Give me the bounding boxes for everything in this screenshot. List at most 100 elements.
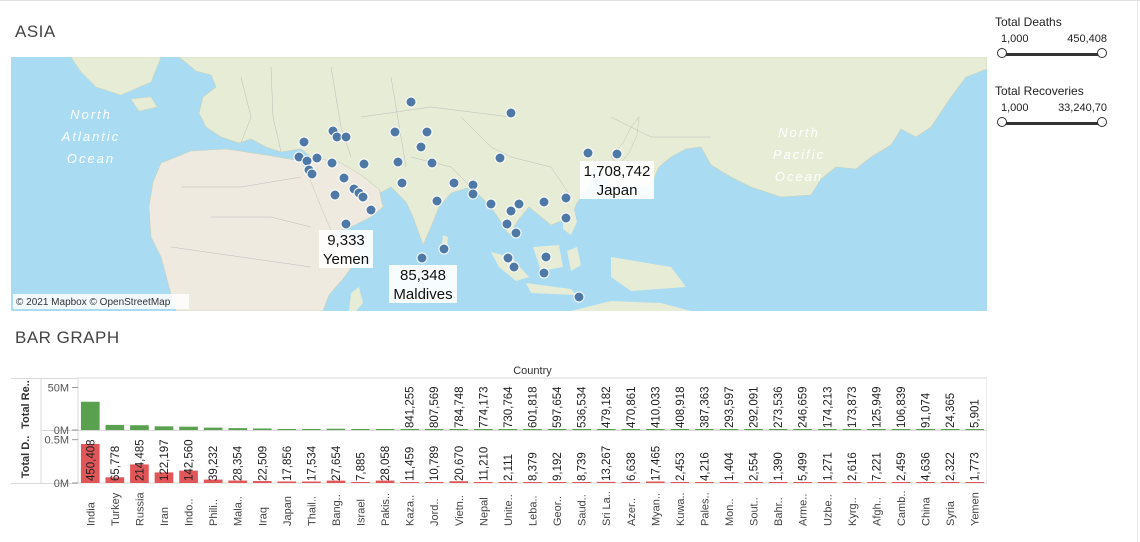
value-label-deaths-28: 1,390: [773, 452, 785, 481]
value-label-recoveries-17: 730,764: [503, 386, 515, 428]
filter-recoveries-track: [1002, 122, 1104, 125]
value-label-deaths-34: 4,636: [921, 452, 933, 481]
ocean-label-atlantic-3: Ocean: [67, 151, 115, 166]
bar-deaths-21: [596, 481, 616, 483]
bar-deaths-10: [326, 480, 346, 483]
value-label-recoveries-27: 292,091: [749, 386, 761, 428]
value-label-recoveries-14: 807,569: [429, 386, 441, 428]
ocean-label-pacific-3: Ocean: [775, 169, 823, 184]
filter-total-recoveries[interactable]: Total Recoveries 1,000 33,240,70: [995, 84, 1135, 130]
value-label-recoveries-23: 410,033: [650, 386, 662, 428]
category-label-34: China: [921, 496, 933, 526]
category-label-35: Syria: [945, 500, 957, 526]
bar-recoveries-12: [375, 429, 395, 430]
value-label-deaths-3: 122,197: [159, 439, 171, 481]
bar-deaths-5: [203, 479, 223, 483]
value-label-recoveries-28: 273,536: [773, 386, 785, 428]
map-attribution[interactable]: © 2021 Mapbox © OpenStreetMap: [16, 297, 171, 308]
category-label-19: Geor..: [552, 496, 564, 526]
bar-recoveries-2: [130, 425, 149, 430]
category-label-18: Leba..: [528, 495, 540, 526]
value-label-deaths-19: 9,192: [552, 452, 564, 481]
asia-map[interactable]: North Atlantic Ocean North Pacific Ocean: [11, 57, 987, 311]
bar-deaths-16: [474, 482, 493, 483]
bar-deaths-4: [179, 470, 198, 483]
category-label-20: Saud..: [577, 494, 589, 526]
filter-recoveries-min: 1,000: [1001, 102, 1029, 114]
category-label-28: Bahr..: [773, 497, 785, 526]
category-label-6: Mala..: [233, 496, 245, 526]
bar-recoveries-9: [302, 429, 321, 430]
bar-deaths-0: [80, 443, 100, 483]
value-label-recoveries-19: 597,654: [552, 386, 564, 428]
value-label-deaths-30: 1,271: [822, 452, 834, 481]
map-title: ASIA: [15, 22, 56, 41]
bar-deaths-22: [621, 482, 641, 483]
filter-deaths-min-handle[interactable]: [997, 48, 1007, 58]
axis-tick-0-1: 0M: [54, 425, 69, 437]
filter-recoveries-max-handle[interactable]: [1097, 117, 1107, 127]
category-label-22: Azer..: [626, 498, 638, 526]
bar-recoveries-26: [719, 429, 739, 430]
bar-deaths-35: [940, 482, 960, 483]
value-label-deaths-0: 450,408: [85, 439, 97, 481]
ocean-label-atlantic-1: North: [70, 107, 112, 122]
value-label-deaths-15: 20,670: [454, 446, 466, 481]
filter-recoveries-min-handle[interactable]: [997, 117, 1007, 127]
filter-deaths-max-handle[interactable]: [1097, 48, 1107, 58]
value-label-recoveries-29: 246,659: [798, 386, 810, 428]
value-label-recoveries-20: 536,534: [577, 386, 589, 428]
callout-yemen-value: 9,333: [327, 232, 365, 249]
bar-deaths-15: [449, 481, 469, 483]
bar-recoveries-27: [744, 429, 763, 430]
bar-deaths-13: [400, 482, 419, 483]
value-label-deaths-16: 11,210: [478, 447, 490, 481]
bar-graph[interactable]: Country Total Re.. 50M 0M 841,255 807,569 784,…: [11, 360, 987, 530]
bar-recoveries-16: [474, 429, 493, 430]
bar-deaths-33: [891, 482, 911, 483]
bar-recoveries-22: [621, 429, 641, 430]
category-label-30: Uzbe..: [822, 494, 834, 526]
bar-deaths-9: [302, 481, 321, 483]
category-label-26: Mon..: [724, 498, 736, 526]
bar-deaths-20: [572, 482, 591, 483]
callout-yemen-country: Yemen: [323, 251, 369, 268]
bar-deaths-30: [817, 482, 837, 483]
bar-deaths-12: [375, 480, 395, 483]
callout-japan-value: 1,708,742: [584, 163, 651, 180]
filter-recoveries-slider[interactable]: [995, 116, 1135, 130]
value-label-deaths-25: 4,216: [699, 452, 711, 481]
value-label-deaths-11: 7,885: [356, 452, 368, 481]
value-label-deaths-21: 13,267: [601, 446, 613, 481]
value-label-deaths-12: 28,058: [380, 446, 392, 481]
filter-recoveries-title: Total Recoveries: [995, 84, 1084, 98]
value-label-deaths-7: 22,509: [257, 446, 269, 481]
filter-recoveries-max: 33,240,70: [1058, 102, 1107, 114]
value-label-recoveries-34: 91,074: [921, 392, 933, 428]
bar-recoveries-3: [154, 426, 174, 430]
category-label-5: Phili..: [208, 499, 220, 526]
value-label-deaths-5: 39,232: [208, 446, 220, 481]
filter-total-deaths[interactable]: Total Deaths 1,000 450,408: [995, 15, 1135, 61]
axis-tick-1-1: 0M: [54, 478, 69, 490]
value-label-deaths-6: 28,354: [233, 445, 245, 481]
ocean-label-pacific-2: Pacific: [773, 147, 825, 162]
bar-recoveries-17: [498, 429, 518, 430]
callout-japan-country: Japan: [597, 182, 638, 199]
bar-recoveries-35: [940, 429, 960, 430]
value-label-deaths-29: 5,499: [798, 452, 810, 481]
bar-deaths-34: [916, 482, 935, 483]
category-label-16: Nepal: [478, 497, 490, 526]
bar-deaths-7: [252, 481, 272, 483]
bar-deaths-29: [793, 482, 813, 483]
bar-deaths-11: [351, 482, 370, 483]
callout-maldives-value: 85,348: [400, 267, 446, 284]
value-label-deaths-9: 17,534: [306, 445, 318, 481]
bar-recoveries-34: [916, 429, 935, 430]
value-label-recoveries-26: 293,597: [724, 386, 736, 428]
country-dots[interactable]: [293, 96, 623, 303]
filter-deaths-slider[interactable]: [995, 47, 1135, 61]
category-label-15: Vietn..: [454, 495, 466, 526]
bar-recoveries-7: [252, 428, 272, 430]
bar-recoveries-24: [670, 429, 690, 430]
